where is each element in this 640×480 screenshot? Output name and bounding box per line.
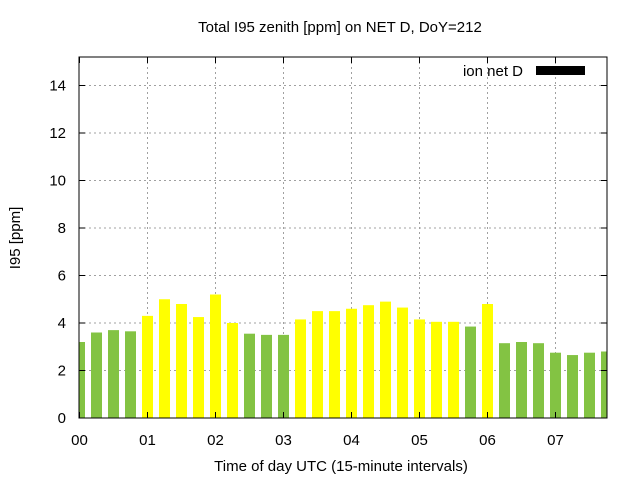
bar (295, 319, 306, 418)
bars (79, 294, 607, 418)
bar (159, 299, 170, 418)
x-tick-label: 02 (207, 432, 224, 449)
bar (312, 311, 323, 418)
bar (414, 319, 425, 418)
bar (363, 305, 374, 418)
bar (244, 333, 255, 418)
y-tick-label: 0 (58, 410, 66, 427)
bar (482, 304, 493, 418)
legend-label: ion net D (463, 63, 523, 80)
bar (227, 323, 238, 418)
bar (465, 326, 476, 418)
plot-border (78, 56, 608, 419)
x-axis-label: Time of day UTC (15-minute intervals) (214, 458, 468, 475)
y-tick-label: 14 (49, 78, 66, 95)
x-tick-label: 01 (139, 432, 156, 449)
bar (176, 304, 187, 418)
bar (550, 352, 561, 418)
x-tick-label: 00 (71, 432, 88, 449)
bar (125, 331, 136, 418)
x-tick-label: 07 (547, 432, 564, 449)
x-axis: 00 01 02 03 04 05 06 07 (71, 57, 564, 449)
bar (516, 342, 527, 418)
legend-swatch (536, 66, 585, 75)
grid (79, 57, 607, 418)
bar (142, 315, 153, 418)
bar (79, 342, 85, 418)
bar (193, 317, 204, 418)
bar (397, 307, 408, 418)
y-axis: 0 2 4 6 8 10 12 14 (49, 78, 607, 427)
x-tick-label: 05 (411, 432, 428, 449)
bar (499, 343, 510, 418)
x-tick-label: 06 (479, 432, 496, 449)
y-axis-label: I95 [ppm] (7, 207, 24, 270)
y-tick-label: 10 (49, 173, 66, 190)
y-tick-label: 12 (49, 125, 66, 142)
bar (346, 308, 357, 418)
bar (584, 352, 595, 418)
x-tick-label: 04 (343, 432, 360, 449)
y-tick-label: 4 (58, 315, 66, 332)
bar (261, 334, 272, 418)
bar (567, 355, 578, 418)
legend: ion net D (463, 63, 585, 80)
y-tick-label: 8 (58, 220, 66, 237)
bar (601, 351, 607, 418)
x-tick-label: 03 (275, 432, 292, 449)
bar (91, 332, 102, 418)
y-tick-label: 2 (58, 363, 66, 380)
bar (329, 311, 340, 418)
bar (108, 330, 119, 418)
chart-title: Total I95 zenith [ppm] on NET D, DoY=212 (198, 19, 482, 36)
bar (278, 334, 289, 418)
bar (431, 321, 442, 418)
bar (380, 301, 391, 418)
y-tick-label: 6 (58, 268, 66, 285)
bar (210, 294, 221, 418)
bar (448, 321, 459, 418)
bar (533, 343, 544, 418)
